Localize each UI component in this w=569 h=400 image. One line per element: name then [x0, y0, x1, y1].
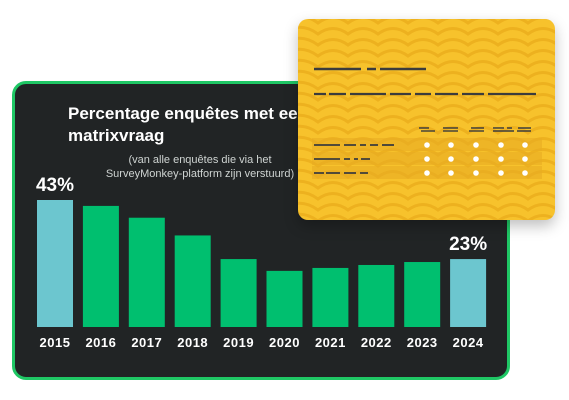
- bar-2019: [220, 259, 257, 327]
- bar-2024: [450, 259, 487, 327]
- x-tick-label-2018: 2018: [177, 335, 208, 350]
- radio-dot-icon: [424, 156, 430, 162]
- bar-2022: [358, 264, 395, 327]
- x-tick-label-2023: 2023: [407, 335, 438, 350]
- wave-pattern: [298, 91, 555, 102]
- chart-title: Percentage enquêtes met een matrixvraag: [68, 104, 308, 145]
- wave-pattern: [298, 36, 555, 47]
- wave-pattern: [298, 190, 555, 201]
- value-label-2024: 23%: [449, 234, 487, 255]
- radio-dot-icon: [424, 170, 430, 176]
- bar-2017: [128, 217, 165, 327]
- x-tick-label-2022: 2022: [361, 335, 392, 350]
- radio-dot-icon: [473, 170, 479, 176]
- radio-dot-icon: [498, 142, 504, 148]
- bar-2016: [82, 205, 119, 327]
- wave-pattern: [298, 80, 555, 91]
- bar-2021: [312, 267, 349, 327]
- bar-2015: [37, 200, 73, 327]
- wave-pattern: [298, 179, 555, 190]
- wave-pattern: [298, 113, 555, 124]
- x-tick-label-2021: 2021: [315, 335, 346, 350]
- wave-pattern: [298, 201, 555, 212]
- x-tick-label-2019: 2019: [223, 335, 254, 350]
- wave-pattern: [298, 69, 555, 80]
- x-tick-label-2015: 2015: [40, 335, 71, 350]
- wave-pattern: [298, 102, 555, 113]
- wave-pattern: [298, 212, 555, 220]
- radio-dot-icon: [522, 142, 528, 148]
- radio-dot-icon: [522, 156, 528, 162]
- radio-dot-icon: [448, 142, 454, 148]
- x-tick-label-2020: 2020: [269, 335, 300, 350]
- radio-dot-icon: [473, 156, 479, 162]
- chart-subtitle: (van alle enquêtes die via het SurveyMon…: [105, 154, 295, 180]
- value-label-2015: 43%: [36, 175, 74, 196]
- radio-dot-icon: [448, 170, 454, 176]
- survey-matrix-illustration: [298, 19, 555, 220]
- bar-2020: [266, 270, 303, 327]
- wave-pattern: [298, 58, 555, 69]
- radio-dot-icon: [448, 156, 454, 162]
- wave-pattern: [298, 124, 555, 135]
- x-tick-label-2024: 2024: [453, 335, 484, 350]
- wave-pattern: [298, 47, 555, 58]
- radio-dot-icon: [498, 170, 504, 176]
- bar-2018: [174, 235, 211, 327]
- radio-dot-icon: [522, 170, 528, 176]
- bar-2023: [404, 262, 441, 327]
- matrix-form-icon: [298, 19, 555, 220]
- wave-pattern: [307, 19, 555, 25]
- radio-dot-icon: [424, 142, 430, 148]
- radio-dot-icon: [498, 156, 504, 162]
- wave-pattern: [298, 25, 555, 36]
- x-tick-label-2017: 2017: [131, 335, 162, 350]
- radio-dot-icon: [473, 142, 479, 148]
- x-tick-label-2016: 2016: [85, 335, 116, 350]
